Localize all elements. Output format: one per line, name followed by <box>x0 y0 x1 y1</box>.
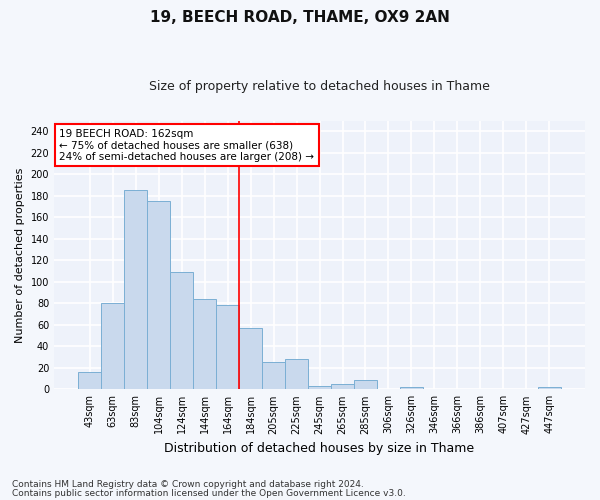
Text: 19 BEECH ROAD: 162sqm
← 75% of detached houses are smaller (638)
24% of semi-det: 19 BEECH ROAD: 162sqm ← 75% of detached … <box>59 128 314 162</box>
Text: Contains HM Land Registry data © Crown copyright and database right 2024.: Contains HM Land Registry data © Crown c… <box>12 480 364 489</box>
Bar <box>331 384 354 390</box>
Bar <box>101 304 124 390</box>
Bar <box>262 362 285 390</box>
Bar <box>216 306 239 390</box>
Bar <box>538 387 561 390</box>
Text: Contains public sector information licensed under the Open Government Licence v3: Contains public sector information licen… <box>12 490 406 498</box>
Bar <box>285 359 308 390</box>
Title: Size of property relative to detached houses in Thame: Size of property relative to detached ho… <box>149 80 490 93</box>
Bar <box>147 201 170 390</box>
Bar <box>124 190 147 390</box>
Bar <box>193 299 216 390</box>
Bar <box>239 328 262 390</box>
Bar <box>78 372 101 390</box>
Y-axis label: Number of detached properties: Number of detached properties <box>15 167 25 342</box>
Bar <box>400 387 423 390</box>
Bar <box>354 380 377 390</box>
Text: 19, BEECH ROAD, THAME, OX9 2AN: 19, BEECH ROAD, THAME, OX9 2AN <box>150 10 450 25</box>
Bar <box>308 386 331 390</box>
X-axis label: Distribution of detached houses by size in Thame: Distribution of detached houses by size … <box>164 442 475 455</box>
Bar <box>170 272 193 390</box>
